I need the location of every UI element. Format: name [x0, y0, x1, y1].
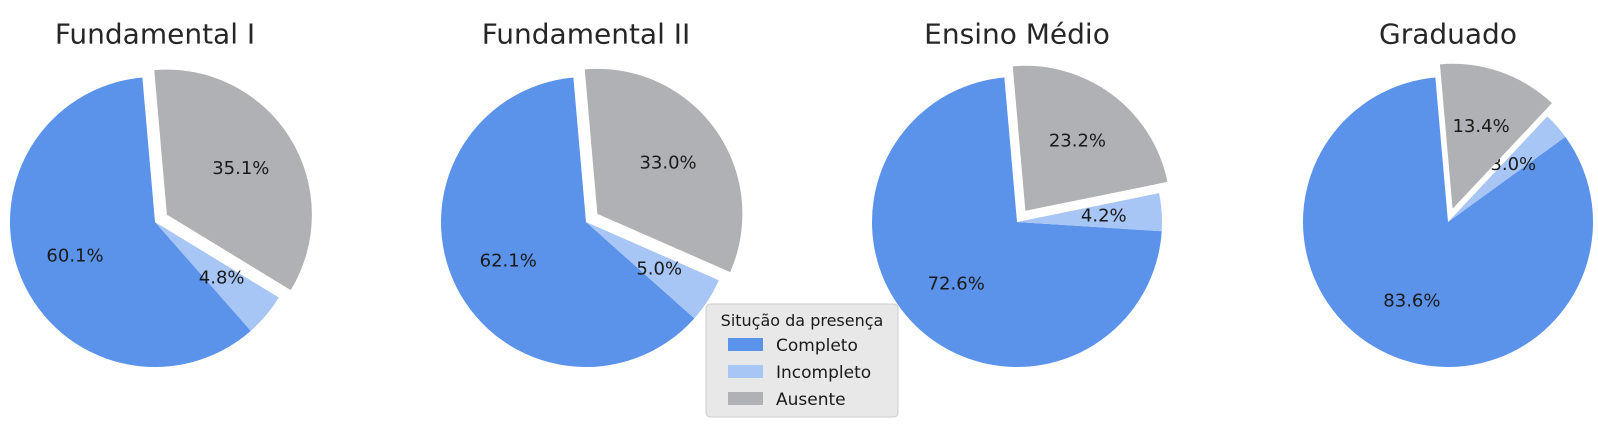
legend-swatch-completo	[728, 338, 763, 351]
pie-slice-graduado-completo	[1303, 77, 1593, 368]
pie-slice-fundamental-i-ausente	[154, 69, 312, 291]
pie-slice-graduado-ausente	[1439, 63, 1552, 209]
pie-slice-ensino-medio-incompleto	[1017, 193, 1162, 232]
pie-label-fundamental-ii-completo: 62.1%	[480, 251, 537, 272]
pie-slice-fundamental-i-completo	[10, 77, 251, 368]
pie-slice-fundamental-ii-incompleto	[586, 222, 719, 319]
chart-title-ensino-medio: Ensino Médio	[924, 18, 1110, 51]
pie-label-fundamental-i-ausente: 35.1%	[212, 158, 269, 179]
pie-label-ensino-medio-ausente: 23.2%	[1049, 131, 1106, 152]
pie-charts-group: Fundamental I 60.1% 4.8% 35.1% Fundamental I…	[10, 18, 1593, 368]
pie-label-fundamental-i-incompleto: 4.8%	[199, 267, 245, 288]
legend-label-ausente: Ausente	[776, 390, 846, 410]
pie-label-graduado-completo: 83.6%	[1383, 291, 1440, 312]
legend-label-completo: Completo	[776, 336, 858, 356]
legend-swatch-incompleto	[728, 365, 763, 378]
pie-label-graduado-ausente: 13.4%	[1452, 116, 1509, 137]
legend-title: Situção da presença	[721, 311, 884, 330]
legend-swatch-ausente	[728, 392, 763, 405]
chart-title-fundamental-i: Fundamental I	[55, 18, 255, 51]
pie-label-fundamental-ii-ausente: 33.0%	[639, 153, 696, 174]
pie-label-fundamental-ii-incompleto: 5.0%	[636, 258, 682, 279]
pie-slice-graduado-incompleto	[1448, 116, 1566, 222]
pie-slice-ensino-medio-completo	[872, 77, 1162, 368]
pie-slice-fundamental-i-incompleto	[155, 222, 279, 331]
legend-label-incompleto: Incompleto	[776, 363, 871, 383]
pie-slice-fundamental-ii-completo	[441, 77, 695, 368]
pie-slice-fundamental-ii-ausente	[584, 68, 743, 273]
legend: Situção da presença Completo Incompleto …	[705, 303, 899, 418]
pie-label-graduado-incompleto: 3.0%	[1490, 154, 1536, 175]
pie-label-fundamental-i-completo: 60.1%	[46, 246, 103, 267]
chart-title-fundamental-ii: Fundamental II	[482, 18, 691, 51]
chart-title-graduado: Graduado	[1379, 18, 1517, 51]
pie-label-ensino-medio-completo: 72.6%	[928, 274, 985, 295]
pie-slice-ensino-medio-ausente	[1012, 65, 1168, 211]
pie-label-ensino-medio-incompleto: 4.2%	[1081, 206, 1127, 227]
legend-box	[705, 303, 899, 418]
